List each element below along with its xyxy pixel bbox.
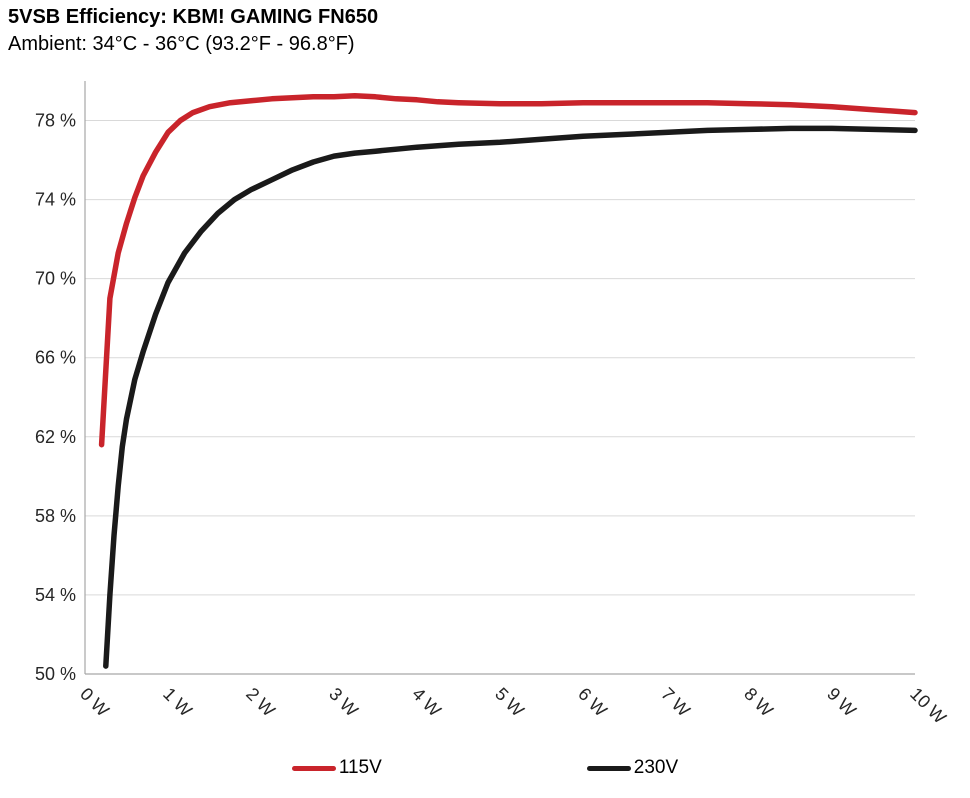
legend: 115V 230V bbox=[0, 757, 970, 779]
y-tick-label: 74 % bbox=[35, 190, 76, 210]
x-tick-label: 4 W bbox=[408, 684, 445, 721]
x-tick-label: 2 W bbox=[242, 684, 279, 721]
y-tick-label: 58 % bbox=[35, 506, 76, 526]
legend-label-230v: 230V bbox=[633, 757, 679, 778]
x-tick-label: 6 W bbox=[574, 684, 611, 721]
y-tick-label: 78 % bbox=[35, 111, 76, 131]
x-tick-label: 5 W bbox=[491, 684, 528, 721]
series-line-115V bbox=[98, 93, 918, 448]
y-tick-label: 62 % bbox=[35, 427, 76, 447]
series-line-230V bbox=[103, 125, 918, 669]
x-tick-label: 9 W bbox=[823, 684, 860, 721]
y-tick-label: 50 % bbox=[35, 664, 76, 684]
legend-label-115v: 115V bbox=[338, 757, 382, 778]
x-tick-label: 8 W bbox=[740, 684, 777, 721]
legend-swatch-115v-line bbox=[291, 765, 336, 771]
legend-item-230v: 230V bbox=[586, 757, 679, 779]
x-tick-label: 7 W bbox=[657, 684, 694, 721]
x-tick-label: 1 W bbox=[159, 684, 196, 721]
chart-subtitle: Ambient: 34°C - 36°C (93.2°F - 96.8°F) bbox=[8, 33, 355, 55]
x-tick-label: 0 W bbox=[76, 684, 113, 721]
legend-swatch-230v-line bbox=[586, 765, 631, 771]
y-tick-label: 54 % bbox=[35, 585, 76, 605]
y-tick-label: 70 % bbox=[35, 269, 76, 289]
legend-item-115v: 115V bbox=[291, 757, 382, 779]
y-tick-label: 66 % bbox=[35, 348, 76, 368]
x-tick-label: 10 W bbox=[906, 684, 950, 728]
x-tick-label: 3 W bbox=[325, 684, 362, 721]
chart-title: 5VSB Efficiency: KBM! GAMING FN650 bbox=[8, 6, 379, 28]
